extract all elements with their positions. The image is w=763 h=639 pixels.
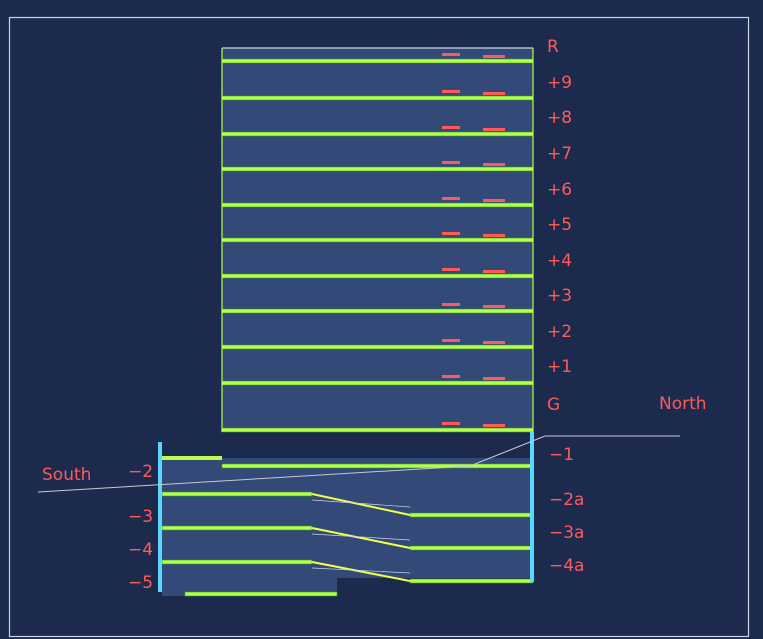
floor-annotation-mark bbox=[483, 305, 505, 308]
ramp bbox=[311, 561, 411, 582]
level-label-plus2: +2 bbox=[547, 322, 573, 342]
floor-annotation-mark bbox=[442, 268, 460, 271]
floor-slab bbox=[221, 58, 534, 64]
ramp-guide-line bbox=[311, 499, 411, 508]
ramp-guide-line bbox=[311, 567, 411, 574]
level-label-plus4: +4 bbox=[547, 251, 573, 271]
basement-slab bbox=[162, 456, 222, 460]
floor-annotation-mark bbox=[483, 234, 505, 237]
south-retaining-wall bbox=[158, 442, 162, 592]
floor-slab bbox=[221, 344, 534, 350]
floor-annotation-mark bbox=[483, 92, 505, 95]
level-label-plus9: +9 bbox=[547, 73, 573, 93]
basement-slab bbox=[409, 545, 534, 551]
floor-annotation-mark bbox=[442, 161, 460, 164]
level-label-plus1: +1 bbox=[547, 357, 573, 377]
basement-slab bbox=[161, 491, 313, 497]
level-label-plus5: +5 bbox=[547, 215, 573, 235]
level-label-plus6: +6 bbox=[547, 180, 573, 200]
floor-annotation-mark bbox=[442, 422, 460, 425]
level-label-minus3a: −3a bbox=[549, 523, 585, 543]
floor-annotation-mark bbox=[442, 232, 460, 235]
floor-annotation-mark bbox=[483, 424, 505, 427]
floor-slab bbox=[221, 202, 534, 208]
basement-fill bbox=[162, 458, 533, 578]
floor-slab bbox=[221, 237, 534, 243]
level-label-minus5: −5 bbox=[128, 573, 154, 593]
orientation-north-label: North bbox=[659, 394, 707, 414]
level-label-plus3: +3 bbox=[547, 286, 573, 306]
basement-slab bbox=[161, 559, 313, 565]
floor-annotation-mark bbox=[442, 339, 460, 342]
floor-slab bbox=[221, 166, 534, 172]
level-label-minus4: −4 bbox=[128, 540, 154, 560]
drawing-frame bbox=[8, 16, 750, 638]
floor-slab bbox=[221, 380, 534, 386]
ramp bbox=[311, 527, 411, 549]
floor-annotation-mark bbox=[442, 197, 460, 200]
basement-slab bbox=[161, 525, 313, 531]
floor-slab bbox=[221, 131, 534, 137]
basement-slab bbox=[221, 463, 534, 469]
ground-line-south bbox=[37, 465, 471, 493]
floor-slab bbox=[221, 427, 534, 433]
floor-annotation-mark bbox=[442, 126, 460, 129]
floor-annotation-mark bbox=[483, 128, 505, 131]
level-label-plus7: +7 bbox=[547, 144, 573, 164]
floor-annotation-mark bbox=[442, 303, 460, 306]
floor-slab bbox=[221, 308, 534, 314]
basement-slab bbox=[409, 578, 534, 584]
level-label-minus2a: −2a bbox=[549, 490, 585, 510]
level-label-minus2: −2 bbox=[128, 462, 154, 482]
ramp bbox=[311, 493, 411, 516]
floor-annotation-mark bbox=[483, 199, 505, 202]
level-label-minus4a: −4a bbox=[549, 556, 585, 576]
level-label-R: R bbox=[547, 37, 559, 57]
ground-line-slope bbox=[469, 435, 546, 467]
level-label-G: G bbox=[547, 395, 561, 415]
floor-annotation-mark bbox=[483, 55, 505, 58]
floor-annotation-mark bbox=[483, 377, 505, 380]
floor-annotation-mark bbox=[442, 375, 460, 378]
level-label-minus1: −1 bbox=[549, 445, 575, 465]
basement-slab bbox=[184, 591, 338, 597]
level-label-minus3: −3 bbox=[128, 507, 154, 527]
level-label-plus8: +8 bbox=[547, 108, 573, 128]
floor-annotation-mark bbox=[483, 163, 505, 166]
floor-annotation-mark bbox=[483, 270, 505, 273]
lower-basement-fill bbox=[162, 578, 337, 596]
orientation-south-label: South bbox=[42, 465, 92, 485]
floor-slab bbox=[221, 273, 534, 279]
floor-annotation-mark bbox=[442, 90, 460, 93]
ramp-guide-line bbox=[311, 533, 411, 541]
floor-annotation-mark bbox=[483, 341, 505, 344]
floor-slab bbox=[221, 95, 534, 101]
north-retaining-wall bbox=[530, 432, 534, 582]
floor-annotation-mark bbox=[442, 53, 460, 56]
basement-slab bbox=[409, 512, 534, 518]
